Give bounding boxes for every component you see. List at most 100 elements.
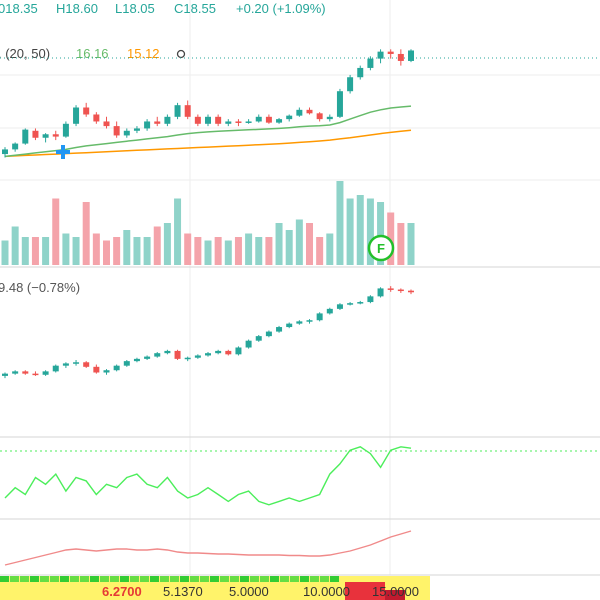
price-candle [316,112,323,122]
comparison-candle [123,360,130,367]
volume-bar [103,240,110,265]
comparison-candle [2,372,8,379]
volume-bar [133,237,141,265]
comparison-candle [408,289,414,295]
comparison-candle [144,355,151,360]
volume-bar [326,233,334,265]
volume-bar [143,237,151,265]
price-candle [144,119,151,131]
comparison-candle [286,322,293,329]
eye-icon[interactable] [176,49,186,59]
price-candle [62,121,69,138]
volume-bar [72,237,80,265]
ma-slow-line [4,129,412,158]
bottom-indicator-strip [0,576,430,600]
ohlc-open: 018.35 [0,1,38,16]
price-candle [296,107,303,117]
trend-line [4,530,412,566]
comparison-candle [255,335,262,342]
ohlc-change: +0.20 (+1.09%) [236,1,326,16]
price-candle [12,142,19,152]
volume-bar [21,237,29,265]
volume-bar [52,198,60,265]
price-candle [93,112,100,124]
volume-pane [1,181,415,265]
price-candle [255,114,262,123]
price-candle [286,114,293,122]
comparison-candle [12,370,19,375]
price-candle [397,49,404,66]
pane2-change: 9.48 (−0.78%) [0,280,80,295]
comparison-candle [32,371,39,376]
volume-bar [306,223,313,265]
price-candle [113,121,120,138]
price-candle [184,100,191,120]
price-candle [123,128,130,138]
oscillator-line [4,446,412,506]
comparison-candle [73,360,80,366]
price-candle [215,114,222,127]
volume-bar [174,198,182,265]
price-candle [265,114,272,124]
price-candle [235,119,242,127]
price-candle [52,130,59,141]
price-candle [83,102,90,117]
volume-bar [153,226,161,265]
volume-bar [316,237,324,265]
volume-bar [31,237,39,265]
price-candle [42,133,49,143]
volume-bar [62,233,70,265]
comparison-candle [154,352,161,358]
price-candle [367,56,374,71]
volume-bar [42,237,50,265]
price-candle [306,107,313,115]
price-candle [73,105,80,127]
volume-bar [184,233,192,265]
comparison-candle [52,364,59,373]
price-candle [154,116,161,127]
comparison-candle [225,349,232,356]
comparison-candle [174,349,181,360]
volume-bar [285,230,293,265]
volume-bar [366,198,374,265]
volume-bar [123,230,131,265]
strip-value-5: 15.0000 [372,584,419,599]
volume-bar [11,226,19,265]
price-candle [133,126,140,134]
volume-bar [255,237,263,265]
price-candle [32,128,39,141]
comparison-candle [367,295,374,304]
price-candle [357,65,364,80]
volume-bar [204,240,212,265]
price-candle [326,114,333,122]
comparison-candle [215,349,222,355]
comparison-candle [326,307,333,315]
volume-bar [356,195,364,265]
volume-bar [194,237,202,265]
price-candle [245,119,252,124]
comparison-candle [194,354,201,359]
buy-marker-icon[interactable] [56,145,70,159]
volume-bar [346,198,354,265]
volume-bar [234,237,242,265]
volume-bar [397,223,405,265]
ma-fast-value: 16.16 [76,46,109,61]
comparison-candle [387,286,394,292]
comparison-candle [336,303,343,310]
comparison-candle [245,339,252,349]
trend-pane [4,530,412,566]
comparison-candle [377,287,384,298]
comparison-candle [42,370,49,376]
price-candle [408,49,414,63]
price-candle [22,128,29,145]
financials-badge[interactable]: F [367,234,395,262]
comparison-candle [316,312,323,322]
volume-bar [113,237,121,265]
comparison-candle [83,361,90,368]
comparison-candle [276,325,283,333]
price-candle [205,114,211,127]
comparison-candle [103,369,110,375]
ma-slow-value: 15.12 [127,46,160,61]
comparison-candle [265,330,272,338]
